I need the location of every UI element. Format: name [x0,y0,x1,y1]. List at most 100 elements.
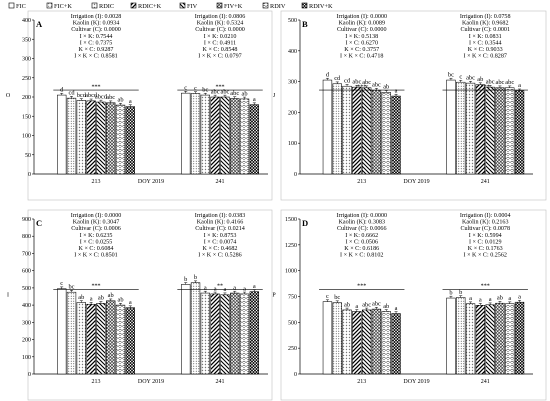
anova-stat-line: Irrigation (I): 0.0758 [460,13,511,20]
significance-letter: c [459,74,462,81]
anova-stat-line: Kaolin (K): 0.0934 [73,20,120,27]
bar-rdic [200,292,211,375]
y-tick-label: 0 [294,372,297,378]
bar-fiv-k [495,87,505,175]
significance-letter: a [253,283,256,290]
significance-letter: c [60,280,63,287]
bar-fiv [220,294,230,375]
bar-rdiv-k [514,90,525,175]
panel-letter: A [36,19,43,29]
significance-letter: abc [372,82,381,89]
significance-letter: a [90,296,93,303]
significance-letter: abc [495,79,504,86]
y-tick-label: 1500 [285,217,297,223]
significance-stars: *** [91,284,100,290]
anova-stat-line: Irrigation (I): 0.0004 [460,212,511,219]
bar-fiv [361,87,372,175]
bar-rdic-k [86,100,96,175]
anova-stat-line: Cultivar (C): 0.0000 [337,26,387,33]
legend-item-rdiv-k: RDIV+K [301,2,333,10]
legend-swatch-fic [8,2,15,9]
anova-stat-line: Kaolin (K): 0.9682 [462,20,509,27]
legend-swatch-rdiv-k [301,2,308,9]
bar-rdiv [115,304,126,375]
legend-label-fic: FIC [16,3,26,10]
y-tick-label: 300 [22,320,31,326]
anova-stat-line: I × K: 0.8753 [204,233,237,239]
anova-stat-line: Cultivar (C): 0.0000 [195,26,245,33]
bar-rdic-k [210,96,220,175]
bar-fic-k [190,93,201,175]
significance-letter: a [489,296,492,303]
significance-letter: bc [448,71,454,78]
bar-fic [446,79,456,175]
bar-fiv-k [106,102,116,175]
significance-letter: abc [352,78,361,85]
significance-letter: abc [220,88,229,95]
significance-letter: a [243,285,246,292]
significance-letter: abc [486,78,495,85]
anova-stat-line: Irrigation (I): 0.0000 [336,212,387,219]
anova-stat-line: I × K × C: 0.2562 [464,253,507,259]
significance-letter: ab [98,295,104,302]
y-tick-label: 900 [22,217,31,223]
bar-fic [322,301,333,375]
bar-fic [57,288,67,375]
bar-group-doy-213: dcdbcdabcdabcdabcaba [57,86,135,175]
significance-stars: *** [215,84,224,90]
legend-item-rdic: RDIC [91,2,114,10]
bar-rdic [200,94,211,175]
x-tick-label: 213 [92,179,101,185]
anova-stat-line: Cultivar (C): 0.0000 [71,26,121,33]
bar-rdiv-k [249,291,260,375]
anova-stat-line: K × C: 0.9287 [79,47,114,53]
significance-letter: ab [108,292,114,299]
legend-item-rdic-k: RDIC+K [130,2,162,10]
y-tick-label: 500 [22,286,31,292]
anova-stat-line: K × C: 0.3757 [344,47,379,53]
y-tick-label: 300 [288,80,297,86]
significance-letter: ab [344,301,350,308]
significance-letter: c [194,85,197,92]
y-tick-label: 800 [22,234,31,240]
significance-letter: a [233,284,236,291]
bar-rdic-k [86,303,96,375]
bar-rdic [342,309,352,375]
y-tick-label: 0 [28,372,31,378]
significance-letter: abcd [85,92,98,99]
significance-stars: *** [91,84,100,90]
x-tick-label: 241 [216,379,225,385]
bar-rdiv [381,92,391,175]
significance-letter: ab [117,96,123,103]
significance-letter: abc [230,90,239,97]
x-tick-label: 241 [481,179,490,185]
significance-letter: abc [466,74,475,81]
bar-fiv-k [371,89,382,175]
x-tick-label: 213 [357,379,366,385]
anova-stat-line: Irrigation (I): 0.0000 [336,13,387,20]
significance-letter: ab [383,84,389,91]
anova-stat-line: I × C: 0.4911 [204,40,236,46]
bar-group-doy-241: c c bc abc abc abc aba [181,85,260,175]
significance-letter: ab [78,294,84,301]
anova-stat-line: I × C: 0.0255 [80,239,113,245]
anova-stat-line: I × C: 0.0506 [345,239,378,245]
significance-letter: abc [211,88,220,95]
anova-stat-line: I × K: 0.0831 [469,34,502,40]
anova-stat-line: I × K × C: 0.8287 [464,54,507,60]
legend-item-fiv-k: FIV+K [216,2,243,10]
anova-stat-line: I × C: 0.3544 [469,40,502,46]
bar-rdiv [115,104,126,175]
bar-rdiv [505,303,515,375]
significance-letter: abc [362,79,371,86]
y-tick-label: 500 [288,18,297,24]
y-tick-label: 200 [22,338,31,344]
significance-letter: a [518,82,521,89]
bar-rdiv-k [125,307,135,375]
bar-fiv-k [230,292,240,375]
significance-letter: b [194,274,197,281]
significance-letter: a [253,96,256,103]
bar-fiv-k [495,302,505,375]
